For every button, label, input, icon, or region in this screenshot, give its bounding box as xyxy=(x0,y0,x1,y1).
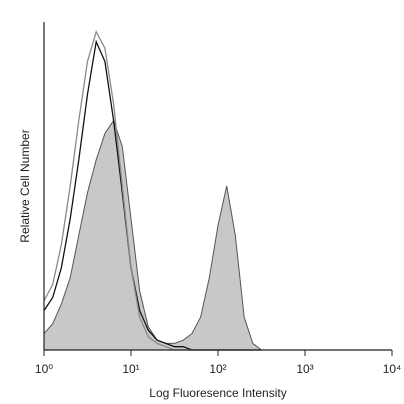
y-axis-label: Relative Cell Number xyxy=(18,129,32,242)
x-tick-label: 10⁰ xyxy=(35,362,53,376)
histogram-area xyxy=(43,119,263,351)
x-tick-label: 10² xyxy=(209,362,226,376)
x-tick-label: 10⁴ xyxy=(383,362,402,376)
x-tick-label: 10¹ xyxy=(122,362,139,376)
x-axis-label: Log Fluoresence Intensity xyxy=(149,386,286,400)
x-tick-label: 10³ xyxy=(296,362,313,376)
